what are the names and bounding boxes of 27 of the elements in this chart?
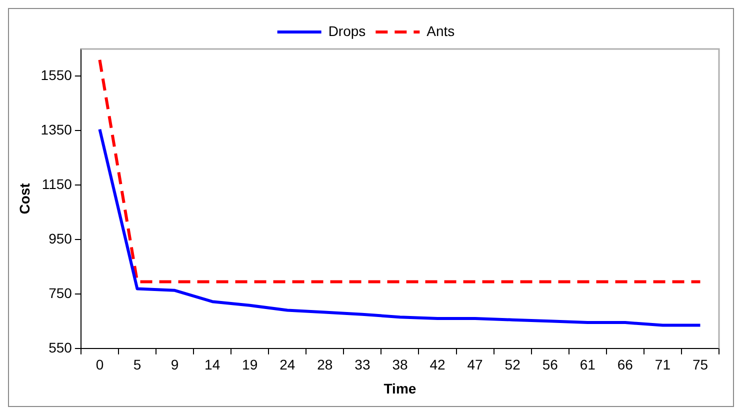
x-axis-title: Time: [384, 380, 416, 396]
x-tick-label: 14: [204, 356, 220, 373]
x-tick-label: 56: [542, 356, 558, 373]
y-tick-label: 1150: [42, 176, 72, 192]
y-tick-label: 750: [48, 284, 72, 301]
x-tick-label: 42: [430, 356, 446, 373]
x-tick-label: 0: [96, 356, 104, 373]
x-tick-label: 52: [504, 356, 521, 373]
x-tick-label: 47: [467, 356, 484, 373]
y-tick-label: 1350: [40, 122, 72, 138]
x-tick-label: 71: [654, 356, 671, 373]
x-tick-label: 61: [580, 356, 596, 373]
legend-label: Drops: [328, 22, 366, 39]
x-tick-label: 75: [692, 356, 708, 373]
x-tick-label: 38: [392, 356, 408, 373]
y-tick-label: 1550: [40, 67, 72, 84]
y-tick-label: 950: [48, 230, 72, 246]
x-tick-label: 33: [354, 356, 370, 373]
x-tick-label: 9: [170, 356, 179, 373]
y-tick-label: 550: [48, 339, 72, 356]
x-tick-label: 66: [617, 356, 634, 373]
x-tick-label: 19: [242, 356, 258, 373]
legend-label: Ants: [426, 22, 455, 39]
x-tick-label: 28: [317, 356, 333, 373]
y-axis-title: Cost: [16, 182, 32, 214]
x-tick-label: 5: [133, 356, 142, 373]
x-tick-label: 24: [280, 356, 296, 373]
